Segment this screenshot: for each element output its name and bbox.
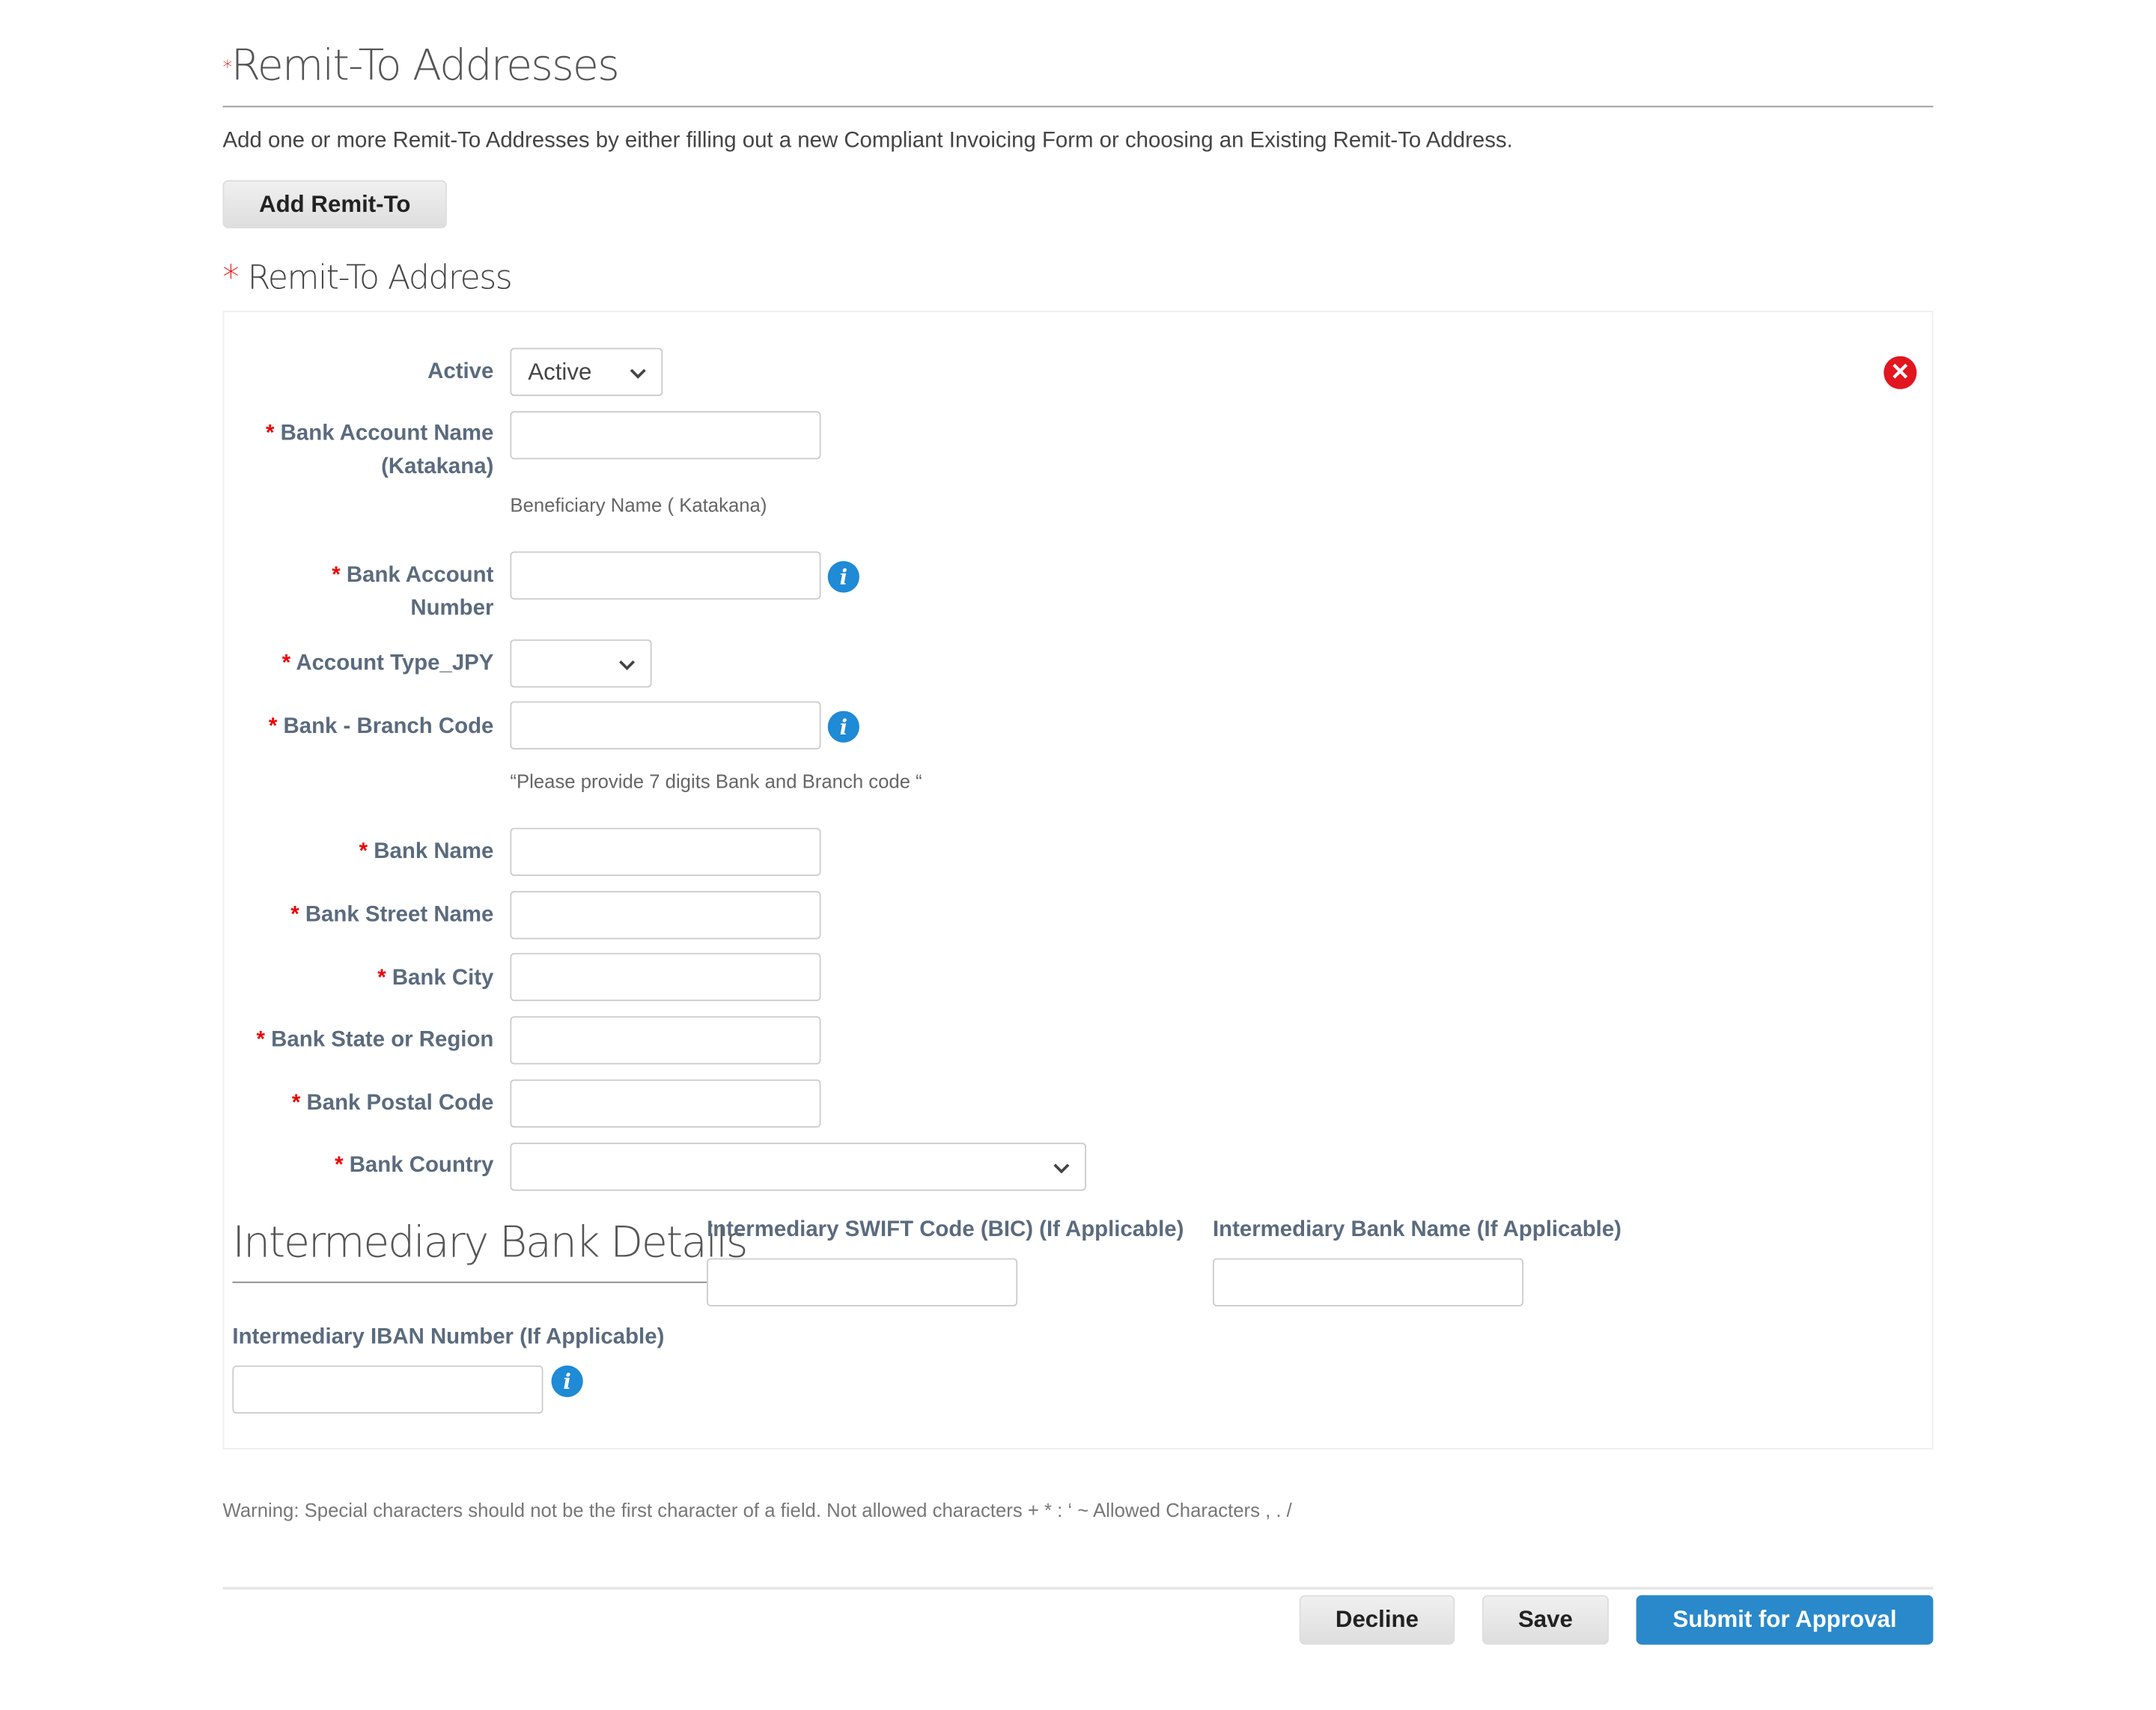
save-button[interactable]: Save (1482, 1595, 1609, 1645)
decline-button[interactable]: Decline (1299, 1595, 1455, 1645)
remit-to-address-panel (222, 311, 1934, 1449)
submit-for-approval-button[interactable]: Submit for Approval (1636, 1595, 1934, 1645)
intermediary-divider (232, 1281, 707, 1283)
branch-code-input[interactable] (510, 701, 821, 750)
info-icon[interactable]: i (827, 711, 859, 743)
intermediary-bank-name-label: Intermediary Bank Name (If Applicable) (1212, 1218, 1621, 1242)
bank-account-name-input[interactable] (510, 411, 821, 460)
intermediary-title: Intermediary Bank Details (232, 1218, 748, 1268)
iban-label: Intermediary IBAN Number (If Applicable) (232, 1325, 665, 1349)
chevron-down-icon (630, 368, 646, 379)
bank-account-name-label: * Bank Account Name (Katakana) (266, 422, 494, 479)
active-select-value: Active (528, 358, 592, 385)
section-title: * Remit-To Address (222, 258, 513, 297)
account-type-label: * Account Type_JPY (281, 651, 494, 675)
page-description: Add one or more Remit-To Addresses by ei… (222, 129, 1513, 153)
branch-code-hint: “Please provide 7 digits Bank and Branch… (510, 770, 922, 792)
add-remit-to-button[interactable]: Add Remit-To (222, 180, 447, 228)
remove-address-icon[interactable]: ✕ (1884, 356, 1917, 389)
bank-state-label: * Bank State or Region (256, 1028, 494, 1053)
iban-input[interactable] (232, 1365, 543, 1414)
bank-city-input[interactable] (510, 952, 821, 1002)
warning-text: Warning: Special characters should not b… (222, 1499, 1292, 1521)
active-label: Active (427, 360, 494, 384)
chevron-down-icon (1053, 1163, 1070, 1174)
footer-divider (222, 1586, 1934, 1590)
bank-account-number-input[interactable] (510, 551, 821, 600)
bank-name-label: * Bank Name (359, 840, 494, 864)
active-select[interactable]: Active (510, 347, 663, 396)
bank-street-input[interactable] (510, 891, 821, 940)
bank-account-number-label: * Bank Account Number (332, 564, 494, 621)
bank-postal-input[interactable] (510, 1079, 821, 1128)
required-mark: * (222, 57, 233, 79)
section-title-text: Remit-To Address (247, 258, 513, 297)
bank-street-label: * Bank Street Name (290, 903, 494, 927)
bank-country-label: * Bank Country (335, 1153, 494, 1178)
bank-country-select[interactable] (510, 1142, 1086, 1191)
bank-account-name-hint: Beneficiary Name ( Katakana) (510, 493, 767, 516)
account-type-select[interactable] (510, 639, 652, 688)
bank-state-input[interactable] (510, 1016, 821, 1065)
bank-city-label: * Bank City (377, 967, 494, 991)
info-icon[interactable]: i (551, 1365, 583, 1398)
swift-input[interactable] (707, 1258, 1018, 1306)
chevron-down-icon (619, 660, 636, 671)
info-icon[interactable]: i (827, 561, 859, 593)
intermediary-bank-name-input[interactable] (1212, 1258, 1524, 1306)
bank-name-input[interactable] (510, 827, 821, 876)
swift-label: Intermediary SWIFT Code (BIC) (If Applic… (707, 1218, 1184, 1242)
branch-code-label: * Bank - Branch Code (268, 715, 494, 739)
bank-postal-label: * Bank Postal Code (291, 1092, 494, 1116)
page-title-text: Remit-To Addresses (231, 41, 620, 91)
title-divider (222, 106, 1934, 108)
required-mark: * (222, 258, 240, 297)
page-title: *Remit-To Addresses (222, 41, 620, 91)
